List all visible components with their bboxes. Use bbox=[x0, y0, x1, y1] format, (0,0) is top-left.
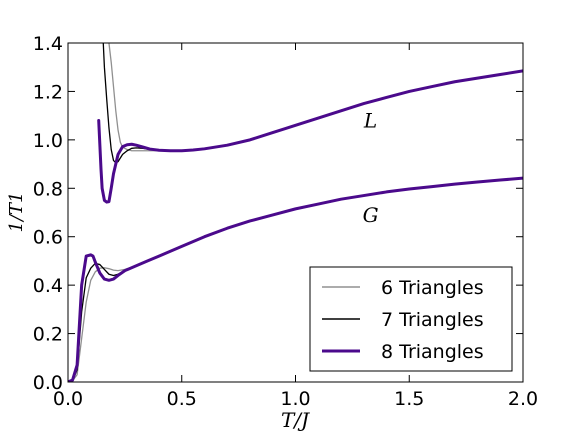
x-axis-label: T/J bbox=[281, 408, 310, 432]
x-tick-label: 0.0 bbox=[53, 388, 83, 410]
y-tick-label: 0.2 bbox=[33, 324, 63, 346]
y-tick-label: 0.0 bbox=[33, 372, 63, 394]
y-tick-label: 1.2 bbox=[33, 81, 63, 103]
y-axis-label-main: 1/T1 bbox=[6, 192, 27, 233]
series-line-l-6-triangles bbox=[108, 43, 523, 152]
series-line-g-8-triangles bbox=[68, 176, 523, 382]
legend: 6 Triangles 7 Triangles 8 Triangles bbox=[309, 266, 513, 372]
series-line-l-7-triangles bbox=[102, 43, 523, 164]
tick-layer: 0.0 0.5 1.0 1.5 2.0 0.0 0.2 0.4 0.6 0.8 1.0 1.2 1.4 bbox=[33, 33, 538, 410]
y-tick-label: 0.4 bbox=[33, 275, 63, 297]
y-tick-label: 0.8 bbox=[33, 178, 63, 200]
x-tick-label: 2.0 bbox=[508, 388, 538, 410]
annotation-layer: LG bbox=[363, 108, 379, 226]
y-tick-label: 1.4 bbox=[33, 33, 63, 55]
x-tick-label: 1.0 bbox=[280, 388, 310, 410]
legend-label: 8 Triangles bbox=[381, 341, 484, 363]
annotation-g: G bbox=[363, 203, 379, 227]
series-layer bbox=[68, 43, 523, 382]
y-tick-label: 0.6 bbox=[33, 227, 63, 249]
y-axis-label: 1/T1 bbox=[6, 192, 27, 233]
x-tick-label: 0.5 bbox=[167, 388, 197, 410]
y-tick-label: 1.0 bbox=[33, 130, 63, 152]
legend-label: 7 Triangles bbox=[381, 309, 484, 331]
x-tick-label: 1.5 bbox=[394, 388, 424, 410]
annotation-l: L bbox=[363, 108, 377, 132]
legend-label: 6 Triangles bbox=[381, 277, 484, 299]
series-line-l-8-triangles bbox=[97, 69, 523, 204]
